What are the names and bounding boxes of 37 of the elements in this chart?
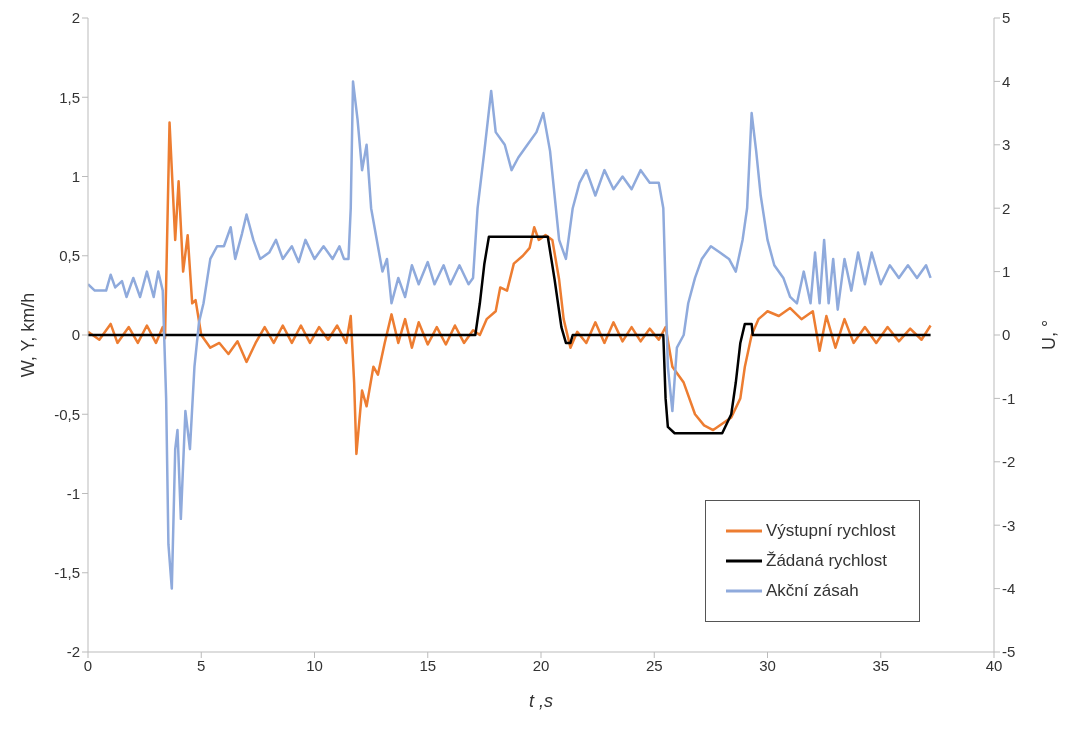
x-tick-label: 15 xyxy=(419,656,437,674)
y2-tick-label: 2 xyxy=(1002,199,1011,217)
y2-tick-label: 1 xyxy=(1002,262,1011,280)
y-tick-label: -2 xyxy=(66,643,80,661)
x-tick-label: 5 xyxy=(197,656,206,674)
y-tick-label: 0 xyxy=(71,326,80,344)
y-tick-label: 1,5 xyxy=(59,88,80,106)
x-tick-label: 30 xyxy=(759,656,776,674)
x-tick-label: 20 xyxy=(532,656,550,674)
x-tick-label: 35 xyxy=(872,656,890,674)
y-tick-label: -1 xyxy=(66,484,80,502)
y-tick-label: -0,5 xyxy=(54,405,80,423)
line-series xyxy=(88,121,932,456)
y2-tick-label: -5 xyxy=(1002,643,1016,661)
y-tick-label: 2 xyxy=(71,9,80,27)
y2-tick-label: 0 xyxy=(1002,326,1011,344)
y2-axis-title: U, ° xyxy=(1039,319,1060,351)
y2-tick-label: -2 xyxy=(1002,453,1016,471)
y2-tick-label: 4 xyxy=(1002,72,1011,90)
y2-tick-label: -3 xyxy=(1002,516,1016,534)
y2-tick-label: -4 xyxy=(1002,579,1016,597)
x-axis-title: t ,s xyxy=(528,691,554,711)
y2-tick-label: 5 xyxy=(1002,9,1011,27)
legend-label: Žádaná rychlost xyxy=(766,551,887,571)
y-tick-label: 1 xyxy=(71,167,80,185)
x-tick-label: 40 xyxy=(985,656,1003,674)
y-tick-label: 0,5 xyxy=(59,247,80,265)
y2-tick-label: 3 xyxy=(1002,136,1011,154)
y-axis-title: W, Y, km/h xyxy=(18,292,39,378)
legend-label: Výstupní rychlost xyxy=(766,521,896,541)
x-tick-label: 10 xyxy=(306,656,323,674)
legend-label: Akční zásah xyxy=(766,581,859,601)
y2-tick-label: -1 xyxy=(1002,389,1016,407)
x-tick-label: 0 xyxy=(83,656,93,674)
y-tick-label: -1,5 xyxy=(54,564,80,582)
x-tick-label: 25 xyxy=(645,656,663,674)
line-series xyxy=(88,235,932,435)
